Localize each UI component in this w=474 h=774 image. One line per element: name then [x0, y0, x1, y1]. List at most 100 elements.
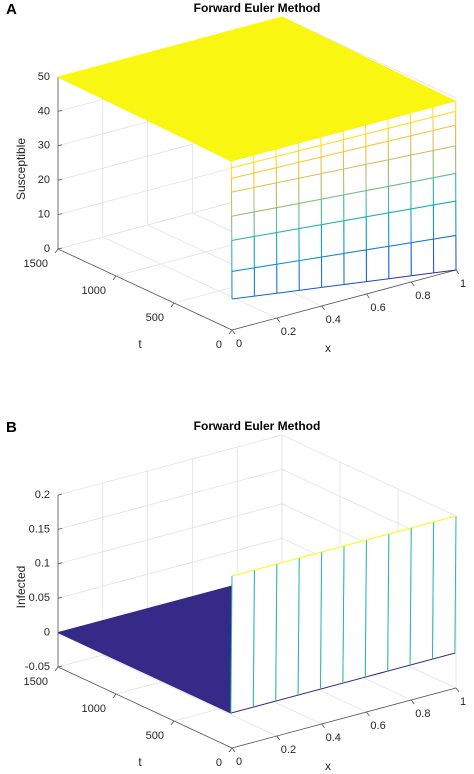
mesh-edge	[281, 16, 456, 102]
mesh-edge	[387, 122, 411, 129]
surface-cell	[253, 167, 277, 188]
mesh-edge	[275, 694, 299, 702]
mesh-edge	[192, 34, 215, 42]
mesh-edge	[433, 145, 456, 152]
mesh-edge	[432, 100, 456, 108]
mesh-edge	[432, 110, 456, 118]
grid-line	[57, 434, 283, 496]
surface-cell	[433, 201, 456, 240]
surface-cell	[320, 131, 344, 146]
mesh-edge	[321, 284, 345, 288]
mesh-edge	[388, 527, 412, 535]
mesh-edge	[169, 46, 344, 132]
surface-cell	[298, 199, 322, 229]
surface-cell	[366, 186, 389, 217]
grid-line	[57, 469, 283, 530]
mesh-edge	[343, 539, 367, 547]
mesh-edge	[343, 281, 367, 286]
grid-line	[57, 503, 283, 565]
surface-cell	[388, 242, 412, 279]
mesh-edge	[321, 194, 344, 200]
mesh-edge	[433, 200, 456, 206]
y-tick-label: 0	[216, 757, 222, 769]
surface-cell	[299, 257, 322, 291]
tick-mark	[231, 329, 236, 335]
surface-cell	[343, 216, 367, 254]
mesh-edge	[321, 545, 345, 553]
surface-cell	[254, 207, 277, 237]
x-tick-label: 0.4	[326, 314, 341, 326]
panel-label: B	[6, 419, 17, 436]
x-axis-label: x	[325, 341, 331, 355]
mesh-edge	[253, 700, 276, 708]
x-tick-label: 0.4	[326, 732, 341, 744]
y-tick-label: 500	[146, 730, 164, 742]
z-tick-label: 0.05	[29, 592, 50, 604]
x-tick-label: 1	[460, 696, 466, 708]
mesh-edge	[259, 16, 283, 24]
surface-cell	[432, 516, 456, 660]
surface-cell	[433, 173, 456, 206]
surface-cell	[410, 205, 434, 243]
surface-cell	[253, 182, 277, 213]
y-tick-label: 500	[146, 312, 164, 324]
tick-mark	[57, 528, 63, 530]
mesh-edge	[231, 161, 254, 169]
mesh-edge	[230, 575, 233, 714]
surface-cell	[298, 157, 322, 179]
surface-cell	[388, 208, 412, 247]
surface-cell	[433, 145, 456, 178]
grid-line	[281, 16, 457, 99]
grid-line	[281, 434, 457, 517]
mesh-edge	[411, 521, 434, 529]
mesh-edge	[388, 275, 412, 280]
x-tick-label: 0.8	[415, 290, 430, 302]
surface-cell	[411, 239, 434, 276]
surface-cell	[388, 182, 411, 213]
mesh-edge	[299, 286, 322, 291]
mesh-edge	[433, 235, 456, 240]
mesh-edge	[433, 173, 456, 179]
surface-cell	[366, 246, 389, 282]
mesh-edge	[410, 204, 434, 210]
y-tick-label: 0	[216, 339, 222, 351]
mesh-edge	[321, 220, 344, 226]
mesh-edge	[297, 557, 300, 696]
surface-cell	[343, 164, 367, 195]
x-tick-label: 0.6	[370, 720, 385, 732]
surface-cell	[410, 107, 433, 123]
surface-cell	[388, 135, 411, 160]
mesh-edge	[57, 76, 232, 162]
surface-cell	[276, 228, 300, 265]
y-axis-label: t	[138, 337, 142, 351]
mesh-edge	[411, 272, 434, 277]
mesh-edge	[298, 144, 322, 152]
tick-mark	[170, 302, 175, 308]
axis-line	[57, 666, 233, 749]
surface-cell	[231, 187, 255, 217]
mesh-edge	[410, 177, 434, 183]
surface-cell	[410, 522, 434, 666]
chart-title: Forward Euler Method	[194, 1, 321, 15]
z-tick-label: 0	[44, 627, 50, 639]
axis-line	[231, 269, 457, 331]
surface-cell	[298, 552, 322, 696]
surface-cell	[231, 212, 255, 241]
mesh-edge	[388, 135, 411, 142]
grid-line	[57, 537, 283, 599]
mesh-edge	[231, 211, 255, 217]
mesh-edge	[432, 652, 455, 660]
mesh-edge	[102, 64, 277, 150]
mesh-edge	[409, 658, 433, 666]
tick-mark	[228, 329, 233, 335]
z-tick-label: 0	[44, 243, 50, 255]
mesh-edge	[253, 182, 277, 189]
y-tick-label: 1500	[24, 676, 48, 688]
tick-mark	[228, 747, 233, 753]
surface-cell	[432, 101, 456, 118]
tick-mark	[57, 493, 63, 496]
y-tick-label: 1000	[82, 285, 106, 297]
surface-cell	[276, 203, 299, 233]
mesh-edge	[411, 238, 434, 244]
